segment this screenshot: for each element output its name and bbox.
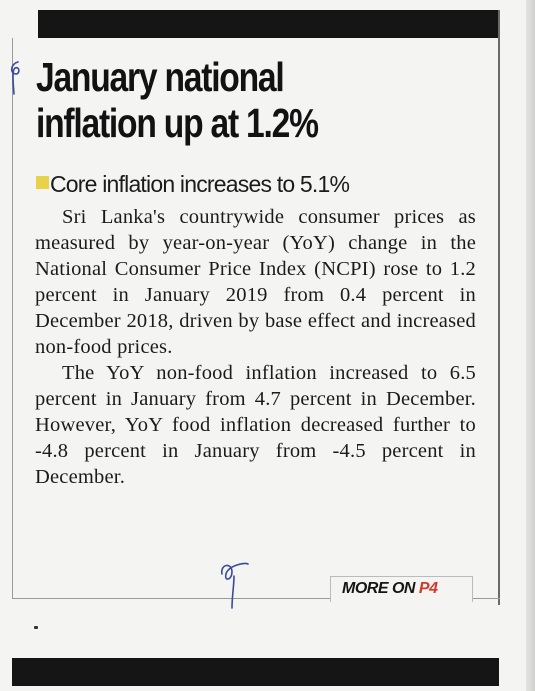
yellow-square-bullet-icon	[36, 176, 49, 189]
stray-dot	[34, 626, 38, 629]
headline-line-2: inflation up at 1.2%	[36, 100, 319, 146]
scan-edge	[526, 0, 535, 691]
more-on-page: P4	[418, 580, 438, 597]
frame-bottom-rule	[12, 598, 500, 599]
more-on-link[interactable]: MORE ON P4	[342, 580, 438, 598]
handwritten-mark-bottom	[221, 562, 249, 609]
handwritten-mark-top	[10, 61, 20, 95]
article-body: Sri Lanka's countrywide consumer prices …	[35, 204, 476, 490]
paragraph-1: Sri Lanka's countrywide consumer prices …	[35, 206, 476, 358]
paragraph-2: The YoY non-food inflation increased to …	[35, 362, 476, 488]
more-on-label: MORE ON	[342, 580, 415, 597]
subheadline: Core inflation increases to 5.1%	[50, 171, 350, 197]
bottom-black-bar	[12, 658, 499, 686]
headline: January national inflation up at 1.2%	[36, 54, 495, 146]
more-on-box	[330, 576, 473, 602]
top-black-bar	[38, 10, 498, 38]
frame-right-rule	[498, 10, 500, 605]
frame-left-rule	[12, 38, 13, 598]
headline-line-1: January national	[36, 54, 285, 100]
